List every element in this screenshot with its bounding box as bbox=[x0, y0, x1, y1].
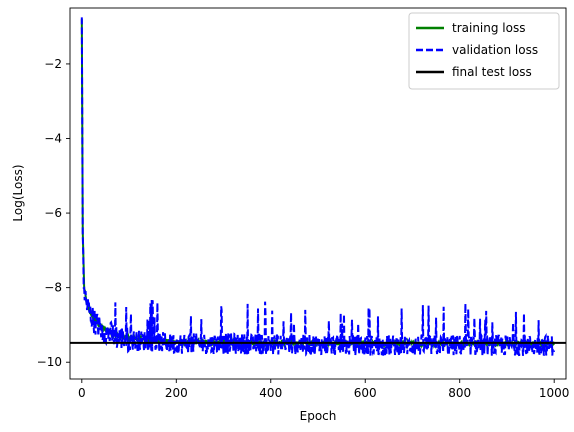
y-tick-label: −2 bbox=[44, 57, 62, 71]
plot-content bbox=[70, 17, 566, 357]
y-tick-label: −4 bbox=[44, 132, 62, 146]
x-tick-label: 400 bbox=[259, 386, 282, 400]
y-tick-label: −6 bbox=[44, 206, 62, 220]
legend: training loss validation loss final test… bbox=[408, 12, 560, 90]
x-tick-label: 800 bbox=[448, 386, 471, 400]
legend-label-validation-loss: validation loss bbox=[452, 43, 538, 57]
legend-box bbox=[408, 12, 560, 90]
plot-frame bbox=[69, 7, 567, 380]
x-tick-label: 600 bbox=[354, 386, 377, 400]
x-axis-ticks: 0 200 400 600 800 1000 bbox=[78, 379, 569, 400]
x-tick-label: 0 bbox=[78, 386, 86, 400]
legend-label-final-test-loss: final test loss bbox=[452, 65, 532, 79]
y-axis-title: Log(Loss) bbox=[11, 164, 25, 221]
y-axis-ticks: −10 −8 −6 −4 −2 bbox=[37, 57, 70, 369]
x-tick-label: 1000 bbox=[539, 386, 570, 400]
x-tick-label: 200 bbox=[165, 386, 188, 400]
x-axis-title: Epoch bbox=[300, 409, 337, 423]
series-validation-loss bbox=[80, 17, 556, 357]
y-tick-label: −10 bbox=[37, 355, 62, 369]
y-tick-label: −8 bbox=[44, 281, 62, 295]
legend-label-training-loss: training loss bbox=[452, 21, 525, 35]
